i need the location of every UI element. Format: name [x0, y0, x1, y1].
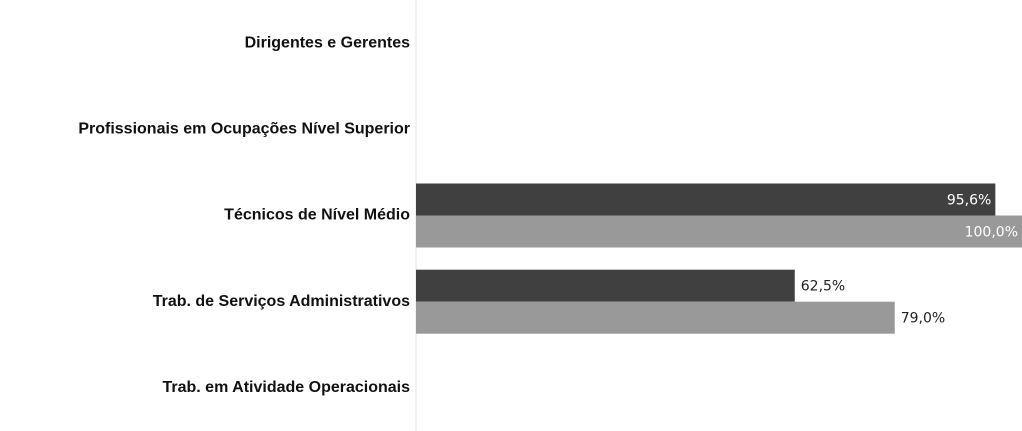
bar [416, 269, 795, 302]
category-label: Trab. de Serviços Administrativos [153, 293, 410, 310]
value-label: 79,0% [901, 311, 945, 327]
category-label: Profissionais em Ocupações Nível Superio… [78, 121, 410, 138]
bar [416, 215, 1022, 248]
category-label: Dirigentes e Gerentes [245, 34, 411, 51]
value-label: 62,5% [801, 279, 845, 295]
category-label: Técnicos de Nível Médio [224, 207, 410, 224]
bar [416, 183, 996, 216]
category-label: Trab. em Atividade Operacionais [163, 379, 411, 396]
value-label: 95,6% [947, 193, 991, 209]
bar [416, 301, 895, 334]
value-label: 100,0% [965, 225, 1018, 241]
